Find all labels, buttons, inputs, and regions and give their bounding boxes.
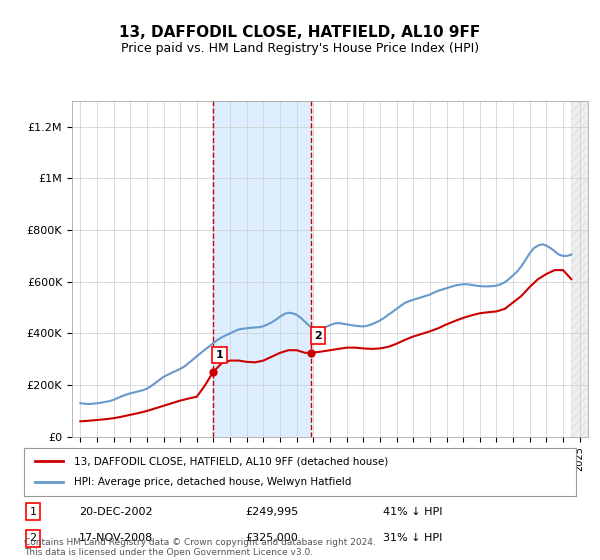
Text: 17-NOV-2008: 17-NOV-2008 [79, 533, 154, 543]
Text: Price paid vs. HM Land Registry's House Price Index (HPI): Price paid vs. HM Land Registry's House … [121, 42, 479, 55]
Bar [571, 101, 588, 437]
Text: 41% ↓ HPI: 41% ↓ HPI [383, 507, 442, 517]
Text: £325,000: £325,000 [245, 533, 298, 543]
Text: 2: 2 [314, 330, 322, 340]
Text: 20-DEC-2002: 20-DEC-2002 [79, 507, 153, 517]
Bar [571, 101, 588, 437]
Text: 1: 1 [215, 350, 223, 360]
Text: 13, DAFFODIL CLOSE, HATFIELD, AL10 9FF (detached house): 13, DAFFODIL CLOSE, HATFIELD, AL10 9FF (… [74, 456, 388, 466]
Text: 2: 2 [29, 533, 37, 543]
Text: Contains HM Land Registry data © Crown copyright and database right 2024.
This d: Contains HM Land Registry data © Crown c… [24, 538, 376, 557]
Text: 1: 1 [29, 507, 37, 517]
Text: 31% ↓ HPI: 31% ↓ HPI [383, 533, 442, 543]
Text: 13, DAFFODIL CLOSE, HATFIELD, AL10 9FF: 13, DAFFODIL CLOSE, HATFIELD, AL10 9FF [119, 25, 481, 40]
Text: HPI: Average price, detached house, Welwyn Hatfield: HPI: Average price, detached house, Welw… [74, 477, 351, 487]
Text: £249,995: £249,995 [245, 507, 298, 517]
Bar [213, 101, 311, 437]
